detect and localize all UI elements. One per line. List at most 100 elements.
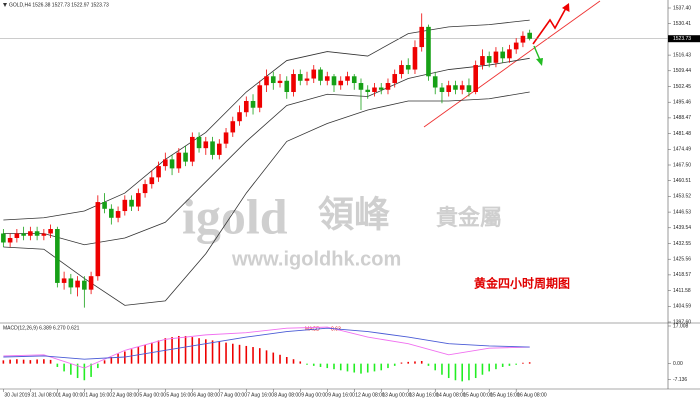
candle-body bbox=[216, 143, 222, 155]
y-tick-label: 1502.45 bbox=[673, 84, 691, 90]
candle-body bbox=[122, 199, 128, 212]
y-tick-label: 1397.60 bbox=[673, 319, 691, 325]
candle-body bbox=[21, 233, 26, 236]
candle-body bbox=[358, 83, 364, 90]
x-tick-label: 7 Aug 16:00 bbox=[247, 392, 274, 398]
candle-body bbox=[500, 51, 505, 59]
macd-line bbox=[3, 327, 530, 360]
watermark: igold 領峰 貴金屬 www.igoldhk.com bbox=[182, 188, 502, 270]
last-price-box bbox=[668, 35, 700, 43]
candle-body bbox=[14, 233, 20, 238]
candle-body bbox=[28, 231, 33, 236]
watermark-url: www.igoldhk.com bbox=[231, 248, 401, 270]
candle-body bbox=[1, 233, 6, 243]
header: GOLD,H4 1526.38 1527.73 1522.97 1523.73 bbox=[9, 2, 109, 8]
candle-body bbox=[480, 56, 485, 66]
candle-body bbox=[493, 51, 499, 63]
candle-body bbox=[507, 49, 512, 59]
candle-body bbox=[385, 83, 391, 90]
candle-body bbox=[34, 231, 40, 236]
candle-body bbox=[419, 26, 425, 48]
candle-body bbox=[513, 42, 519, 50]
x-tick-label: 8 Aug 08:00 bbox=[274, 392, 301, 398]
candle-body bbox=[102, 202, 107, 209]
up-arrow bbox=[532, 7, 567, 45]
candle-body bbox=[304, 78, 310, 81]
y-tick-label: 1411.58 bbox=[673, 288, 691, 294]
macd-title: MACD(12,26,9) 6.389 6.270 0.621 bbox=[3, 325, 80, 331]
candle-body bbox=[163, 159, 168, 167]
y-tick-label: 1446.53 bbox=[673, 209, 691, 215]
candle-body bbox=[250, 100, 256, 108]
last-price-label: 1523.73 bbox=[673, 36, 691, 42]
candle-body bbox=[365, 89, 371, 93]
y-tick-label: 1495.46 bbox=[673, 100, 691, 106]
candle-body bbox=[136, 193, 141, 207]
candle-body bbox=[230, 121, 236, 133]
y-tick-label: 1453.52 bbox=[673, 194, 691, 200]
candle-body bbox=[297, 74, 303, 81]
candle-body bbox=[41, 233, 47, 236]
x-tick-label: 16 Aug 08:00 bbox=[517, 392, 547, 398]
candle-body bbox=[88, 276, 94, 290]
candle-body bbox=[48, 229, 53, 234]
macd-line bbox=[3, 326, 530, 369]
watermark-cn2: 貴金屬 bbox=[436, 205, 502, 230]
candle-body bbox=[129, 199, 134, 207]
x-tick-label: 15 Aug 00:00 bbox=[463, 392, 493, 398]
trend-line bbox=[423, 0, 601, 128]
candle-body bbox=[486, 56, 492, 63]
x-tick-label: 13 Aug 16:00 bbox=[409, 392, 439, 398]
candle-body bbox=[149, 177, 155, 185]
y-tick-label: 1481.48 bbox=[673, 131, 691, 137]
candle-body bbox=[405, 65, 411, 70]
candle-body bbox=[115, 211, 121, 218]
x-tick-label: 14 Aug 08:00 bbox=[436, 392, 466, 398]
candle-body bbox=[392, 74, 398, 84]
candle-body bbox=[331, 76, 337, 86]
candle-body bbox=[270, 76, 276, 84]
candle-body bbox=[351, 76, 357, 84]
candle-body bbox=[345, 76, 350, 81]
candle-body bbox=[412, 47, 418, 70]
y-tick-label: 1439.54 bbox=[673, 225, 691, 231]
candle-body bbox=[318, 69, 323, 81]
macd-y-tick-label: 0.00 bbox=[673, 361, 683, 367]
x-tick-label: 9 Aug 16:00 bbox=[328, 392, 355, 398]
candle-body bbox=[399, 65, 404, 75]
candle-body bbox=[291, 74, 296, 93]
candle-body bbox=[439, 87, 445, 93]
candle-body bbox=[520, 35, 526, 43]
candle-body bbox=[459, 85, 465, 90]
candle-body bbox=[257, 85, 263, 108]
down-arrow bbox=[533, 45, 541, 61]
y-tick-label: 1418.57 bbox=[673, 272, 691, 278]
candle-body bbox=[473, 65, 478, 93]
y-tick-label: 1474.49 bbox=[673, 147, 691, 153]
candle-body bbox=[203, 141, 209, 149]
candle-body bbox=[237, 112, 242, 122]
y-tick-label: 1432.55 bbox=[673, 241, 691, 247]
candle-body bbox=[7, 237, 13, 243]
x-tick-label: 6 Aug 08:00 bbox=[193, 392, 220, 398]
candle-body bbox=[527, 32, 532, 39]
candle-body bbox=[426, 26, 431, 77]
x-tick-label: 5 Aug 00:00 bbox=[139, 392, 166, 398]
y-tick-label: 1460.51 bbox=[673, 178, 691, 184]
watermark-cn: 領峰 bbox=[318, 193, 390, 234]
candle-body bbox=[372, 87, 377, 93]
candle-body bbox=[446, 85, 452, 93]
x-tick-label: 13 Aug 00:00 bbox=[382, 392, 412, 398]
y-tick-label: 1467.50 bbox=[673, 162, 691, 168]
candle-body bbox=[243, 100, 249, 113]
candle-body bbox=[432, 76, 438, 88]
candle-body bbox=[68, 278, 74, 288]
candle-body bbox=[284, 80, 290, 93]
x-tick-label: 1 Aug 00:00 bbox=[58, 392, 85, 398]
x-tick-label: 7 Aug 00:00 bbox=[220, 392, 247, 398]
candle-body bbox=[311, 69, 317, 79]
y-tick-label: 1509.44 bbox=[673, 68, 691, 74]
down-arrow-head bbox=[536, 58, 543, 66]
